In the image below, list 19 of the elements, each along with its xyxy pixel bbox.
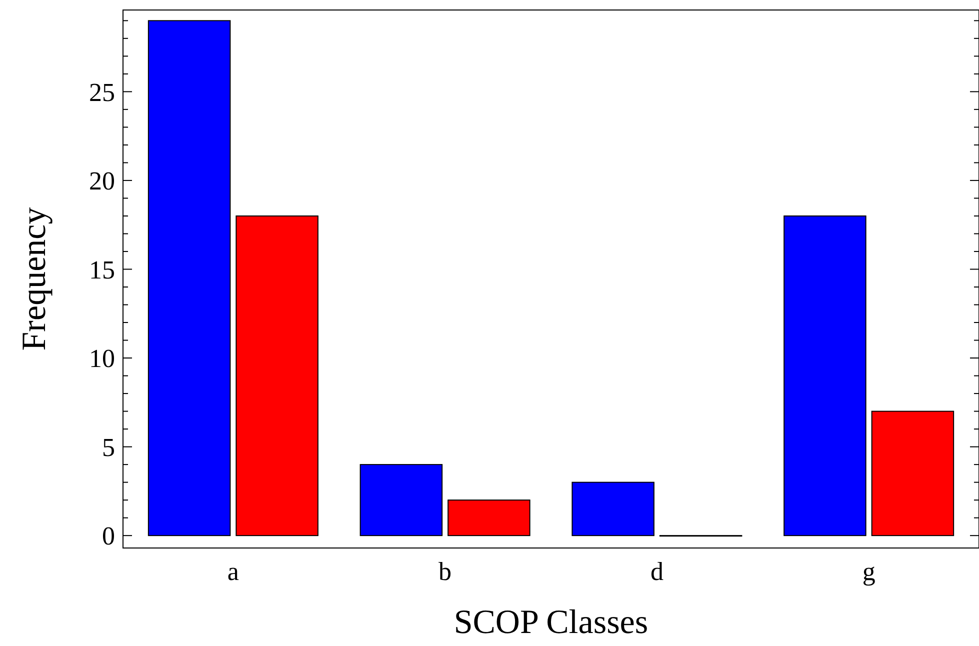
bar: [784, 215, 866, 536]
x-axis-title: SCOP Classes: [454, 604, 648, 641]
bar: [572, 482, 654, 536]
y-tick-label: 20: [89, 166, 115, 196]
y-tick-label: 10: [89, 344, 115, 374]
x-tick-label: d: [650, 557, 664, 586]
y-tick-label: 25: [89, 78, 115, 107]
y-tick-label: 0: [102, 522, 115, 551]
bar: [360, 464, 443, 536]
x-tick-label: a: [227, 557, 240, 586]
bar: [448, 500, 530, 536]
bar: [871, 410, 954, 536]
y-tick-label: 15: [89, 255, 115, 284]
x-tick-label: g: [862, 557, 876, 586]
y-tick-label: 5: [102, 432, 115, 462]
bar: [148, 20, 231, 536]
x-tick-label: b: [438, 557, 452, 586]
bar: [236, 215, 318, 536]
y-axis-title: Frequency: [16, 207, 53, 351]
